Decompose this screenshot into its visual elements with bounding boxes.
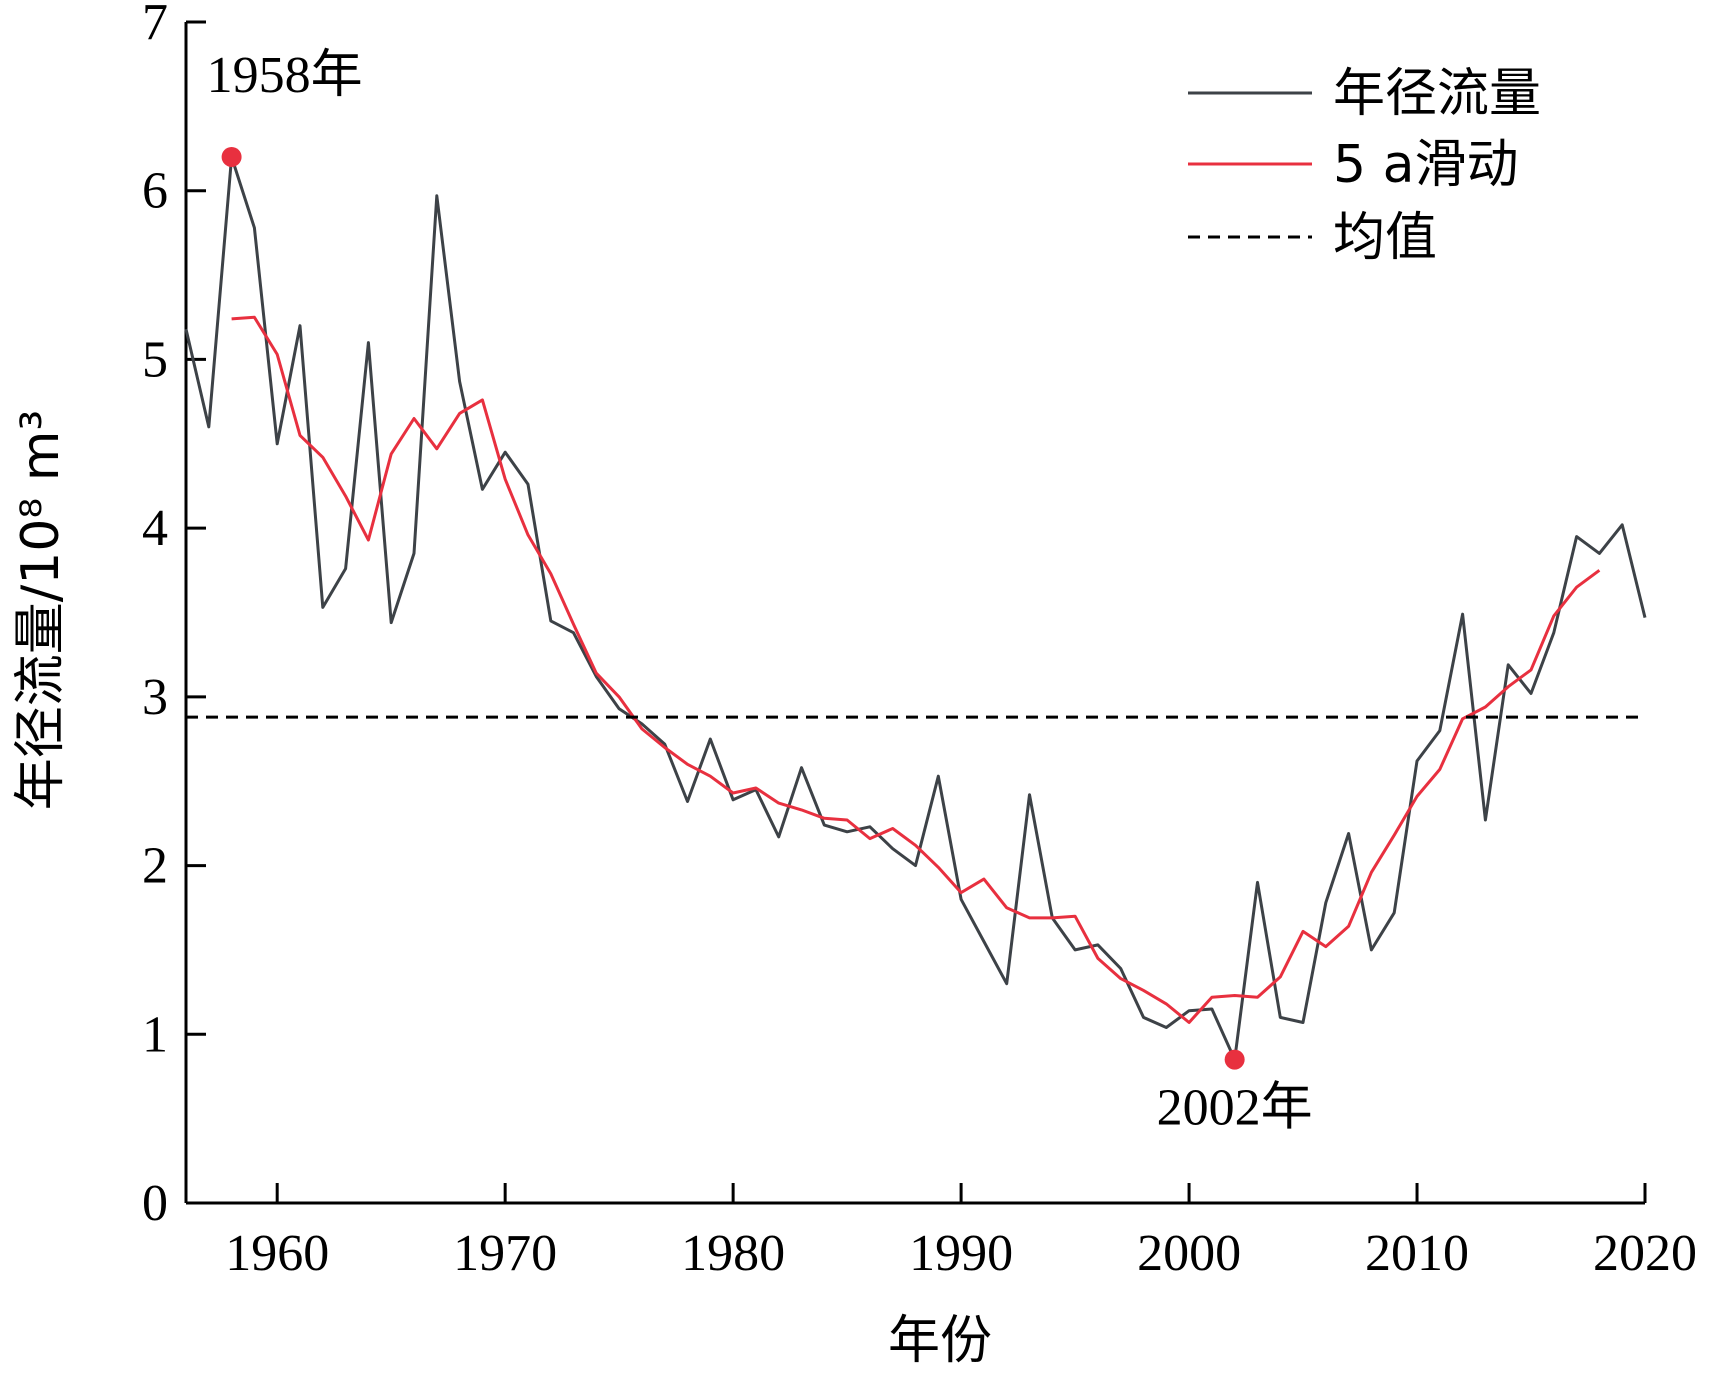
- x-tick-label: 2000: [1137, 1225, 1241, 1282]
- x-tick-label: 1980: [681, 1225, 785, 1282]
- extreme-point-marker: [1224, 1049, 1245, 1070]
- x-tick-label: 2020: [1593, 1225, 1697, 1282]
- x-tick-label: 1970: [453, 1225, 557, 1282]
- y-tick-label: 5: [142, 331, 168, 388]
- x-tick-label: 1990: [909, 1225, 1013, 1282]
- x-tick-label: 2010: [1365, 1225, 1469, 1282]
- y-axis-title: 年径流量/10⁸ m³: [11, 410, 71, 811]
- legend-label: 均值: [1333, 208, 1437, 268]
- extreme-point-marker: [221, 146, 242, 167]
- y-tick-label: 4: [142, 500, 168, 557]
- x-axis-title: 年份: [888, 1311, 992, 1371]
- tick-labels: 0 1 2 3 4 5 6 7 1960 1970 1980 1990 2000 2010 2020: [142, 0, 1697, 1282]
- legend-label: 年径流量: [1333, 64, 1541, 124]
- y-tick-label: 7: [142, 0, 168, 51]
- annual-runoff-line: [184, 155, 1647, 1062]
- extreme-point-label: 2002年: [1157, 1080, 1313, 1137]
- y-tick-label: 6: [142, 163, 168, 220]
- x-tick-label: 1960: [225, 1225, 329, 1282]
- y-tick-label: 1: [142, 1006, 168, 1063]
- legend-label: 5 a滑动: [1333, 135, 1518, 195]
- axes: [184, 20, 1647, 1205]
- series-lines: [184, 155, 1647, 1062]
- y-tick-label: 0: [142, 1175, 168, 1232]
- y-tick-label: 3: [142, 669, 168, 726]
- y-tick-label: 2: [142, 838, 168, 895]
- annotations: 1958年 2002年: [207, 47, 1313, 1137]
- extreme-point-label: 1958年: [207, 47, 363, 104]
- moving-average-line: [231, 315, 1601, 1024]
